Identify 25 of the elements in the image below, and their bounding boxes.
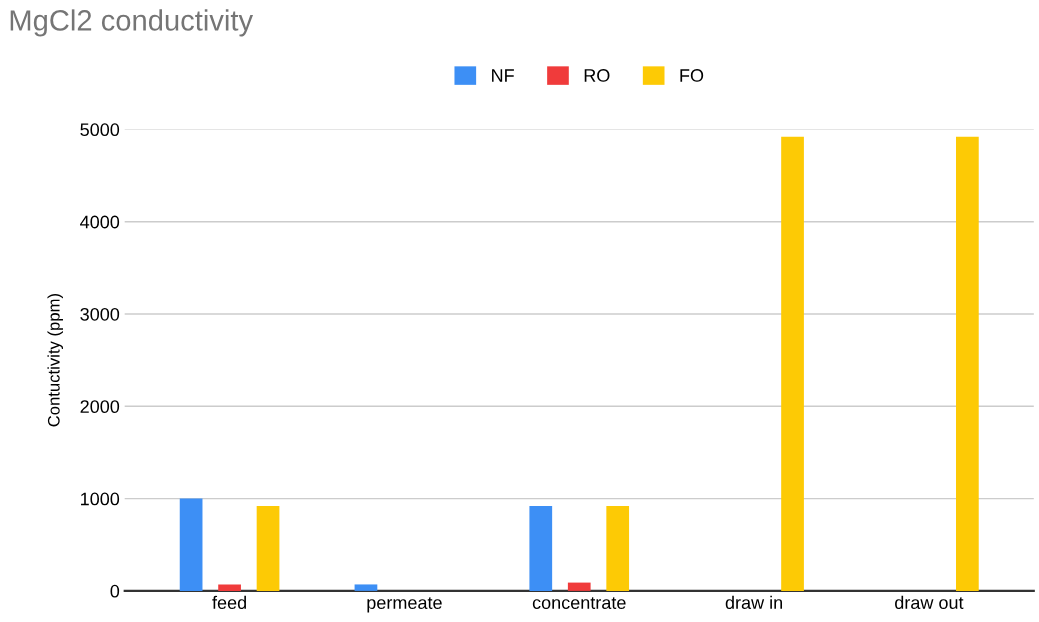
bar: [529, 505, 553, 591]
bar: [606, 505, 630, 591]
bar: [956, 136, 979, 591]
chart-title: MgCl2 conductivity: [10, 9, 254, 37]
x-tick-label: draw out: [895, 595, 964, 610]
x-tick-label: draw in: [725, 595, 783, 610]
bar: [179, 498, 203, 591]
x-tick-label: feed: [212, 595, 246, 610]
legend-label: NF: [492, 69, 514, 82]
bar: [256, 505, 280, 591]
bar: [781, 136, 804, 591]
y-tick-label: 0: [110, 584, 120, 598]
bar: [354, 584, 378, 591]
x-tick-label: permeate: [367, 597, 442, 613]
y-tick-label: 3000: [80, 307, 120, 321]
y-tick-label: 5000: [80, 123, 120, 137]
y-tick-label: 4000: [80, 215, 120, 229]
bar: [567, 582, 591, 591]
y-axis-title: Contuctivity (ppm): [47, 294, 63, 427]
y-tick-label: 1000: [81, 492, 120, 506]
legend-label: FO: [680, 69, 704, 82]
y-tick-label: 2000: [80, 400, 120, 414]
x-tick-label: concentrate: [532, 597, 626, 610]
legend-label: RO: [584, 69, 610, 82]
bar: [218, 584, 241, 591]
